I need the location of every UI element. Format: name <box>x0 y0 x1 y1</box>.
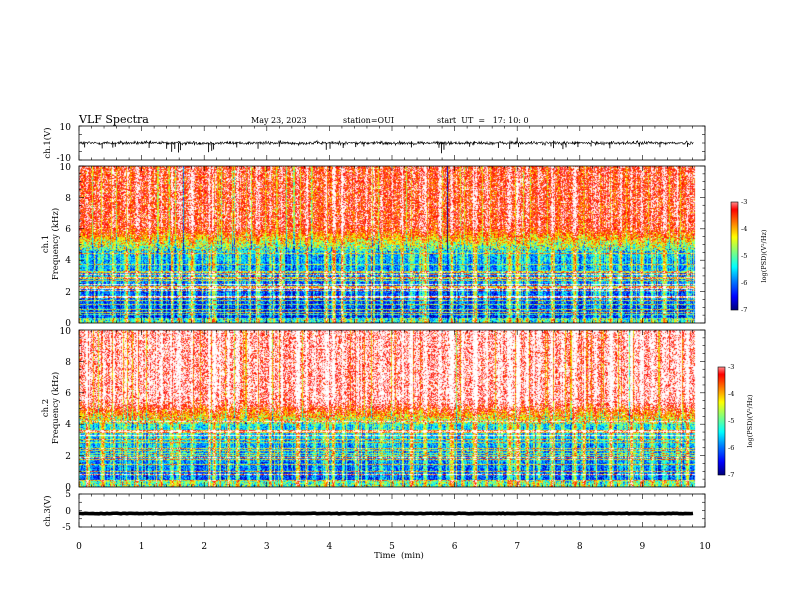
x-tick-9: 9 <box>640 542 646 552</box>
ch1-freq-tick-6: 6 <box>65 225 71 235</box>
ch3-ytick-0: 0 <box>65 507 71 517</box>
axis-ticks <box>78 125 706 528</box>
x-axis-label: Time (min) <box>374 550 424 561</box>
ch2-frequency-ylabel: Frequency (kHz) <box>50 372 61 444</box>
ch2-spectrogram-panel: 0 2 4 6 8 10 ch.2 Frequency (kHz) -3 -4 … <box>41 327 754 493</box>
ch1-colorbar-frame <box>730 201 739 311</box>
ch1-spectrogram-image-holder <box>79 166 705 323</box>
x-tick-0: 0 <box>76 542 82 552</box>
ch1-freq-tick-8: 8 <box>65 194 71 204</box>
ch2-freq-tick-6: 6 <box>65 389 71 399</box>
ch2-spectrogram-yticks: 0 2 4 6 8 10 <box>60 327 72 493</box>
ch1-spectrogram-image <box>79 166 705 323</box>
x-axis: 0 1 2 3 4 5 6 7 8 9 10 Time (min) <box>76 542 711 561</box>
ch2-freq-tick-2: 2 <box>65 452 71 462</box>
ch1-spectrogram-channel-label: ch.1 <box>41 235 51 253</box>
ch3-ytick-m5: -5 <box>62 523 71 533</box>
ch1-cb-tick-m7: -7 <box>741 306 747 314</box>
ch2-colorbar-holder <box>718 367 725 475</box>
x-tick-10: 10 <box>699 542 711 552</box>
ch2-freq-tick-8: 8 <box>65 358 71 368</box>
ch3-voltage-trace <box>78 511 694 516</box>
ch2-spectrogram-channel-label: ch.2 <box>41 399 51 417</box>
ch2-cb-tick-m5: -5 <box>728 417 734 425</box>
x-tick-6: 6 <box>452 542 458 552</box>
ch2-cb-tick-m6: -6 <box>728 444 734 452</box>
x-tick-5: 5 <box>389 542 395 552</box>
ch1-frequency-ylabel: Frequency (kHz) <box>50 208 61 280</box>
figure-title: VLF Spectra <box>78 113 149 126</box>
x-tick-8: 8 <box>577 542 583 552</box>
ch2-cb-tick-m4: -4 <box>728 390 734 398</box>
ch2-cb-tick-m3: -3 <box>728 363 734 371</box>
start-time-label: start UT = 17: 10: 0 <box>437 116 529 125</box>
ch3-voltage-bg <box>79 494 705 527</box>
ch1-ytick-bottom: -10 <box>57 154 72 164</box>
ch1-spectrogram-yticks: 0 2 4 6 8 10 <box>60 163 72 329</box>
ch3-voltage-ylabel: ch.3(V) <box>42 495 53 526</box>
ch1-freq-tick-10: 10 <box>60 163 72 173</box>
ch2-colorbar <box>718 367 725 475</box>
ch1-cb-tick-m5: -5 <box>741 252 747 260</box>
ch1-voltage-spikes <box>84 137 688 154</box>
ch1-freq-tick-2: 2 <box>65 288 71 298</box>
ch1-cb-tick-m6: -6 <box>741 279 747 287</box>
ch2-spectrogram-image-holder <box>79 330 705 487</box>
ch1-freq-tick-4: 4 <box>65 256 71 266</box>
ch1-ytick-top: 10 <box>60 123 72 133</box>
ch2-freq-tick-0: 0 <box>65 483 71 493</box>
ch1-cb-tick-m4: -4 <box>741 225 747 233</box>
ch2-cb-tick-m7: -7 <box>728 471 734 479</box>
ch2-colorbar-label: log(PSD)(V²/Hz) <box>746 394 754 447</box>
ch1-cb-tick-m3: -3 <box>741 198 747 206</box>
ch3-ytick-5: 5 <box>65 490 71 500</box>
station-label: station=OUI <box>343 116 394 125</box>
ch2-freq-tick-4: 4 <box>65 420 71 430</box>
ch1-freq-tick-0: 0 <box>65 319 71 329</box>
ch1-colorbar <box>731 202 738 310</box>
ch1-voltage-ylabel: ch.1(V) <box>42 127 53 158</box>
x-tick-4: 4 <box>327 542 333 552</box>
x-tick-1: 1 <box>139 542 145 552</box>
x-tick-2: 2 <box>201 542 207 552</box>
ch2-colorbar-frame <box>717 366 726 476</box>
ch1-colorbar-label: log(PSD)(V²/Hz) <box>760 229 768 282</box>
ch1-colorbar-holder <box>731 202 738 310</box>
ch2-freq-tick-10: 10 <box>60 327 72 337</box>
ch1-spectrogram-panel: 0 2 4 6 8 10 ch.1 Frequency (kHz) -3 -4 … <box>41 163 768 329</box>
x-tick-7: 7 <box>514 542 520 552</box>
x-tick-3: 3 <box>264 542 270 552</box>
ch3-voltage-panel: 5 0 -5 ch.3(V) <box>42 490 706 533</box>
ch2-spectrogram-image <box>79 330 705 487</box>
date-label: May 23, 2023 <box>251 116 307 125</box>
